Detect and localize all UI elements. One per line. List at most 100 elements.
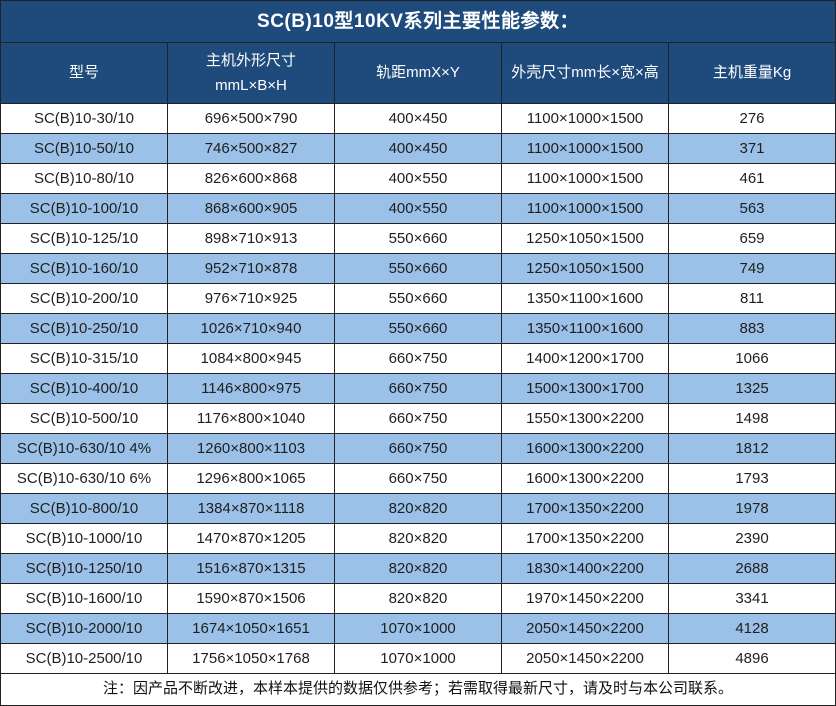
table-cell: 4128 bbox=[668, 613, 836, 644]
table-cell: 746×500×827 bbox=[167, 133, 335, 164]
table-cell: 2688 bbox=[668, 553, 836, 584]
table-cell: SC(B)10-200/10 bbox=[0, 283, 168, 314]
table-row: SC(B)10-160/10 952×710×878 550×660 1250×105… bbox=[0, 253, 836, 284]
table-cell: 820×820 bbox=[334, 583, 502, 614]
table-cell: 1146×800×975 bbox=[167, 373, 335, 404]
column-header: 型号 bbox=[0, 42, 168, 104]
table-cell: 1550×1300×2200 bbox=[501, 403, 669, 434]
table-row: SC(B)10-630/10 6% 1296×800×1065 660×750 160… bbox=[0, 463, 836, 494]
page-title: SC(B)10型10KV系列主要性能参数： bbox=[0, 0, 836, 42]
column-header: 轨距mmX×Y bbox=[334, 42, 502, 104]
spec-table: 型号 主机外形尺寸 mmL×B×H 轨距mmX×Y 外壳尺寸mm长×宽×高 主机重量Kg … bbox=[0, 42, 836, 674]
header-row: 型号 主机外形尺寸 mmL×B×H 轨距mmX×Y 外壳尺寸mm长×宽×高 主机重量Kg bbox=[0, 42, 836, 104]
table-row: SC(B)10-630/10 4% 1260×800×1103 660×750 160… bbox=[0, 433, 836, 464]
table-cell: SC(B)10-80/10 bbox=[0, 163, 168, 194]
table-cell: 1350×1100×1600 bbox=[501, 313, 669, 344]
table-cell: SC(B)10-2500/10 bbox=[0, 643, 168, 674]
column-header-line: 型号 bbox=[68, 64, 99, 82]
table-cell: SC(B)10-400/10 bbox=[0, 373, 168, 404]
table-cell: 400×550 bbox=[334, 163, 502, 194]
table-cell: 1325 bbox=[668, 373, 836, 404]
table-cell: 1700×1350×2200 bbox=[501, 523, 669, 554]
table-cell: 1498 bbox=[668, 403, 836, 434]
table-cell: 1590×870×1506 bbox=[167, 583, 335, 614]
table-cell: SC(B)10-315/10 bbox=[0, 343, 168, 374]
table-cell: 1516×870×1315 bbox=[167, 553, 335, 584]
table-cell: 1100×1000×1500 bbox=[501, 193, 669, 224]
table-cell: 4896 bbox=[668, 643, 836, 674]
table-row: SC(B)10-400/10 1146×800×975 660×750 1500×13… bbox=[0, 373, 836, 404]
table-cell: 1026×710×940 bbox=[167, 313, 335, 344]
table-cell: 868×600×905 bbox=[167, 193, 335, 224]
column-header-line: 轨距mmX×Y bbox=[376, 64, 460, 82]
table-row: SC(B)10-800/10 1384×870×1118 820×820 1700×1… bbox=[0, 493, 836, 524]
table-cell: SC(B)10-1250/10 bbox=[0, 553, 168, 584]
table-cell: 400×550 bbox=[334, 193, 502, 224]
table-cell: 1070×1000 bbox=[334, 613, 502, 644]
table-cell: SC(B)10-50/10 bbox=[0, 133, 168, 164]
column-header: 主机外形尺寸 mmL×B×H bbox=[167, 42, 335, 104]
table-cell: 696×500×790 bbox=[167, 103, 335, 134]
table-cell: 1176×800×1040 bbox=[167, 403, 335, 434]
table-cell: 400×450 bbox=[334, 103, 502, 134]
table-cell: 1600×1300×2200 bbox=[501, 463, 669, 494]
table-row: SC(B)10-2000/10 1674×1050×1651 1070×1000 20… bbox=[0, 613, 836, 644]
table-row: SC(B)10-2500/10 1756×1050×1768 1070×1000 20… bbox=[0, 643, 836, 674]
table-cell: 820×820 bbox=[334, 493, 502, 524]
table-row: SC(B)10-50/10 746×500×827 400×450 1100×1000… bbox=[0, 133, 836, 164]
table-row: SC(B)10-125/10 898×710×913 550×660 1250×105… bbox=[0, 223, 836, 254]
table-cell: SC(B)10-160/10 bbox=[0, 253, 168, 284]
table-cell: 820×820 bbox=[334, 553, 502, 584]
column-header-line: 主机重量Kg bbox=[712, 64, 792, 82]
column-header-line: 主机外形尺寸 bbox=[205, 51, 296, 69]
table-cell: 660×750 bbox=[334, 343, 502, 374]
table-cell: 2050×1450×2200 bbox=[501, 643, 669, 674]
table-cell: 660×750 bbox=[334, 433, 502, 464]
table-cell: 1700×1350×2200 bbox=[501, 493, 669, 524]
table-row: SC(B)10-1600/10 1590×870×1506 820×820 1970×… bbox=[0, 583, 836, 614]
table-cell: 1250×1050×1500 bbox=[501, 253, 669, 284]
table-cell: SC(B)10-1600/10 bbox=[0, 583, 168, 614]
table-cell: 976×710×925 bbox=[167, 283, 335, 314]
table-cell: 2390 bbox=[668, 523, 836, 554]
table-cell: 749 bbox=[668, 253, 836, 284]
table-body: SC(B)10-30/10 696×500×790 400×450 1100×1000… bbox=[0, 103, 836, 674]
table-row: SC(B)10-80/10 826×600×868 400×550 1100×1000… bbox=[0, 163, 836, 194]
table-row: SC(B)10-500/10 1176×800×1040 660×750 1550×1… bbox=[0, 403, 836, 434]
note-text: 注：因产品不断改进，本样本提供的数据仅供参考；若需取得最新尺寸，请及时与本公司联… bbox=[0, 674, 836, 706]
table-cell: SC(B)10-630/10 6% bbox=[0, 463, 168, 494]
table-cell: 550×660 bbox=[334, 313, 502, 344]
table-cell: 1066 bbox=[668, 343, 836, 374]
table-cell: 1970×1450×2200 bbox=[501, 583, 669, 614]
table-cell: 1400×1200×1700 bbox=[501, 343, 669, 374]
table-cell: SC(B)10-500/10 bbox=[0, 403, 168, 434]
table-cell: 550×660 bbox=[334, 283, 502, 314]
table-cell: SC(B)10-100/10 bbox=[0, 193, 168, 224]
column-header: 外壳尺寸mm长×宽×高 bbox=[501, 42, 669, 104]
table-cell: 371 bbox=[668, 133, 836, 164]
table-cell: 952×710×878 bbox=[167, 253, 335, 284]
table-cell: 1470×870×1205 bbox=[167, 523, 335, 554]
table-cell: 550×660 bbox=[334, 253, 502, 284]
column-header-line: mmL×B×H bbox=[215, 77, 287, 94]
table-cell: 898×710×913 bbox=[167, 223, 335, 254]
table-cell: 400×450 bbox=[334, 133, 502, 164]
table-row: SC(B)10-250/10 1026×710×940 550×660 1350×11… bbox=[0, 313, 836, 344]
table-cell: 3341 bbox=[668, 583, 836, 614]
table-cell: 826×600×868 bbox=[167, 163, 335, 194]
table-cell: 1084×800×945 bbox=[167, 343, 335, 374]
table-row: SC(B)10-1000/10 1470×870×1205 820×820 1700×… bbox=[0, 523, 836, 554]
table-cell: 820×820 bbox=[334, 523, 502, 554]
table-row: SC(B)10-315/10 1084×800×945 660×750 1400×12… bbox=[0, 343, 836, 374]
table-cell: 1100×1000×1500 bbox=[501, 133, 669, 164]
table-row: SC(B)10-100/10 868×600×905 400×550 1100×100… bbox=[0, 193, 836, 224]
table-cell: 1674×1050×1651 bbox=[167, 613, 335, 644]
table-cell: 660×750 bbox=[334, 403, 502, 434]
table-cell: 1756×1050×1768 bbox=[167, 643, 335, 674]
table-cell: SC(B)10-800/10 bbox=[0, 493, 168, 524]
table-cell: 1350×1100×1600 bbox=[501, 283, 669, 314]
table-cell: SC(B)10-2000/10 bbox=[0, 613, 168, 644]
table-cell: 1100×1000×1500 bbox=[501, 103, 669, 134]
table-cell: 563 bbox=[668, 193, 836, 224]
